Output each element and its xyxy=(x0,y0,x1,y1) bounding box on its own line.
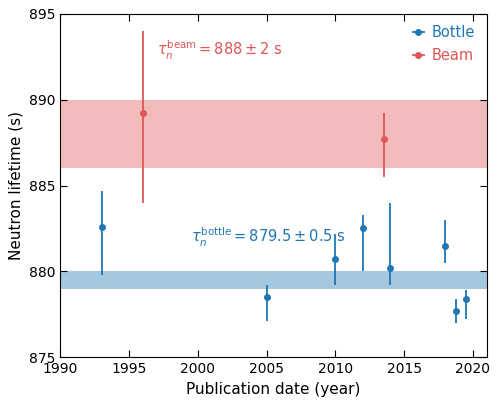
Bar xyxy=(60,100,486,168)
Bar xyxy=(60,271,486,289)
Text: $\tau_n^{\mathrm{bottle}} = 879.5 \pm 0.5$ s: $\tau_n^{\mathrm{bottle}} = 879.5 \pm 0.… xyxy=(191,226,346,249)
Legend: Bottle, Beam: Bottle, Beam xyxy=(408,21,480,67)
Y-axis label: Neutron lifetime (s): Neutron lifetime (s) xyxy=(8,111,24,260)
Text: $\tau_n^{\mathrm{beam}} = 888 \pm 2$ s: $\tau_n^{\mathrm{beam}} = 888 \pm 2$ s xyxy=(156,39,282,62)
X-axis label: Publication date (year): Publication date (year) xyxy=(186,382,360,396)
